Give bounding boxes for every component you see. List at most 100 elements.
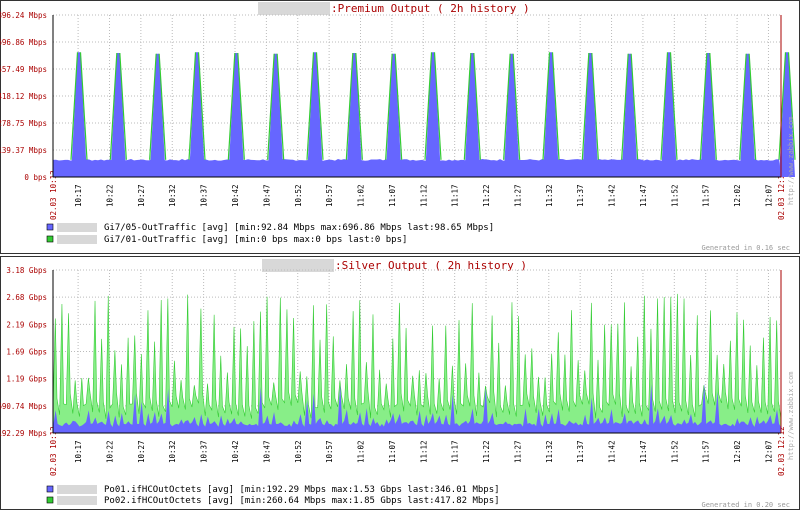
y-tick-label: 690.74 Mbps [0, 402, 47, 411]
y-tick-label: 418.12 Mbps [0, 92, 47, 101]
x-tick-label: 10:52 [294, 184, 303, 207]
y-tick-label: 2.68 Gbps [6, 293, 47, 302]
x-tick-label: 10:22 [105, 184, 114, 207]
y-tick-label: 192.29 Mbps [0, 429, 47, 438]
y-tick-label: 3.18 Gbps [6, 266, 47, 275]
spike-edge [621, 53, 639, 160]
x-tick-label: 10:32 [168, 440, 177, 463]
traffic-spike [228, 53, 245, 177]
x-tick-label: 11:07 [388, 440, 397, 463]
x-tick-label: 10:42 [231, 440, 240, 463]
x-tick-label: 11:42 [608, 184, 617, 207]
x-tick-label: 10:17 [74, 440, 83, 463]
start-date-label: 02.03 10:12 [49, 426, 58, 476]
x-tick-label: 11:17 [451, 184, 460, 207]
x-tick-label: 10:42 [231, 184, 240, 207]
y-tick-label: 278.75 Mbps [0, 119, 47, 128]
x-tick-label: 11:32 [545, 184, 554, 207]
x-tick-label: 11:02 [357, 440, 366, 463]
chart-title: :Premium Output ( 2h history ) [331, 2, 530, 15]
plot-area: 3.18 Gbps 2.68 Gbps 2.19 Gbps 1.69 Gbps 1.19… [0, 266, 786, 476]
x-tick-label: 10:57 [325, 184, 334, 207]
y-tick-label: 1.69 Gbps [6, 348, 47, 357]
x-tick-label: 10:57 [325, 440, 334, 463]
spike-edge [660, 52, 678, 160]
traffic-spike [110, 53, 127, 177]
traffic-spike [267, 53, 284, 177]
x-tick-label: 11:22 [482, 440, 491, 463]
x-tick-label: 11:47 [639, 184, 648, 207]
redacted-host-name [262, 259, 334, 272]
y-tick-label: 1.19 Gbps [6, 375, 47, 384]
spike-edge [424, 52, 442, 160]
x-tick-label: 11:12 [419, 184, 428, 207]
traffic-spike [149, 53, 166, 177]
spike-edge [699, 52, 717, 160]
x-tick-label: 11:42 [608, 440, 617, 463]
traffic-spike [779, 52, 795, 177]
x-tick-label: 11:22 [482, 184, 491, 207]
watermark: http://www.zabbix.com [787, 116, 795, 205]
spike-edge [149, 53, 167, 160]
spike-edge [70, 52, 88, 160]
premium-output-panel: :Premium Output ( 2h history ) 896.24 Mb… [0, 0, 800, 254]
legend-swatch [46, 485, 54, 493]
x-tick-label: 11:12 [419, 440, 428, 463]
x-tick-label: 10:47 [262, 440, 271, 463]
x-tick-label: 11:27 [513, 440, 522, 463]
spike-edge [188, 52, 206, 160]
series-area-po01 [53, 383, 781, 433]
spike-edge [581, 52, 599, 160]
x-tick-label: 11:47 [639, 440, 648, 463]
generated-note: Generated in 0.20 sec [701, 501, 790, 509]
legend-entry: Gi7/01-OutTraffic [avg] [min:0 bps max:0… [104, 235, 407, 245]
x-tick-label: 12:02 [733, 440, 742, 463]
spike-edge [345, 52, 363, 160]
x-tick-label: 11:57 [702, 184, 711, 207]
traffic-spike [621, 53, 638, 177]
redacted-host-name [258, 2, 330, 15]
spike-edge [306, 52, 324, 160]
x-tick-label: 12:07 [764, 440, 773, 463]
traffic-spike [346, 53, 363, 177]
y-tick-label: 0 bps [24, 173, 47, 182]
spike-edge [778, 52, 796, 160]
generated-note: Generated in 0.16 sec [701, 244, 790, 252]
x-tick-label: 11:37 [576, 184, 585, 207]
silver-output-panel: :Silver Output ( 2h history ) 3.18 Gbps 2… [0, 256, 800, 510]
x-tick-label: 11:52 [670, 440, 679, 463]
spike-edge [227, 52, 245, 160]
spike-edge [503, 53, 521, 160]
traffic-spike [189, 52, 205, 177]
legend: Gi7/05-OutTraffic [avg] [min:92.84 Mbps … [46, 223, 494, 245]
x-tick-label: 10:22 [105, 440, 114, 463]
redacted-host-name [57, 223, 97, 232]
x-tick-label: 11:37 [576, 440, 585, 463]
traffic-spike [71, 52, 87, 177]
traffic-spike [385, 53, 402, 177]
x-tick-label: 11:17 [451, 440, 460, 463]
traffic-spike [661, 52, 677, 177]
spike-edge [385, 53, 403, 160]
traffic-spike [700, 53, 717, 177]
traffic-spike [739, 53, 756, 177]
x-tick-label: 11:07 [388, 184, 397, 207]
watermark: http://www.zabbix.com [787, 371, 795, 460]
legend-entry: Po01.ifHCOutOctets [avg] [min:192.29 Mbp… [104, 485, 500, 495]
spike-edge [739, 53, 757, 160]
legend-swatch [46, 235, 54, 243]
y-tick-label: 557.49 Mbps [0, 65, 47, 74]
redacted-host-name [57, 496, 97, 505]
x-tick-label: 11:57 [702, 440, 711, 463]
plot-area: 896.24 Mbps 696.86 Mbps 557.49 Mbps 418.12 … [0, 11, 796, 220]
x-tick-label: 10:17 [74, 184, 83, 207]
x-tick-label: 11:27 [513, 184, 522, 207]
x-tick-label: 11:32 [545, 440, 554, 463]
legend-swatch [46, 496, 54, 504]
traffic-spike [582, 53, 599, 177]
x-tick-label: 10:37 [200, 184, 209, 207]
x-tick-label: 12:02 [733, 184, 742, 207]
x-tick-label: 11:52 [670, 184, 679, 207]
spike-edge [267, 53, 285, 160]
